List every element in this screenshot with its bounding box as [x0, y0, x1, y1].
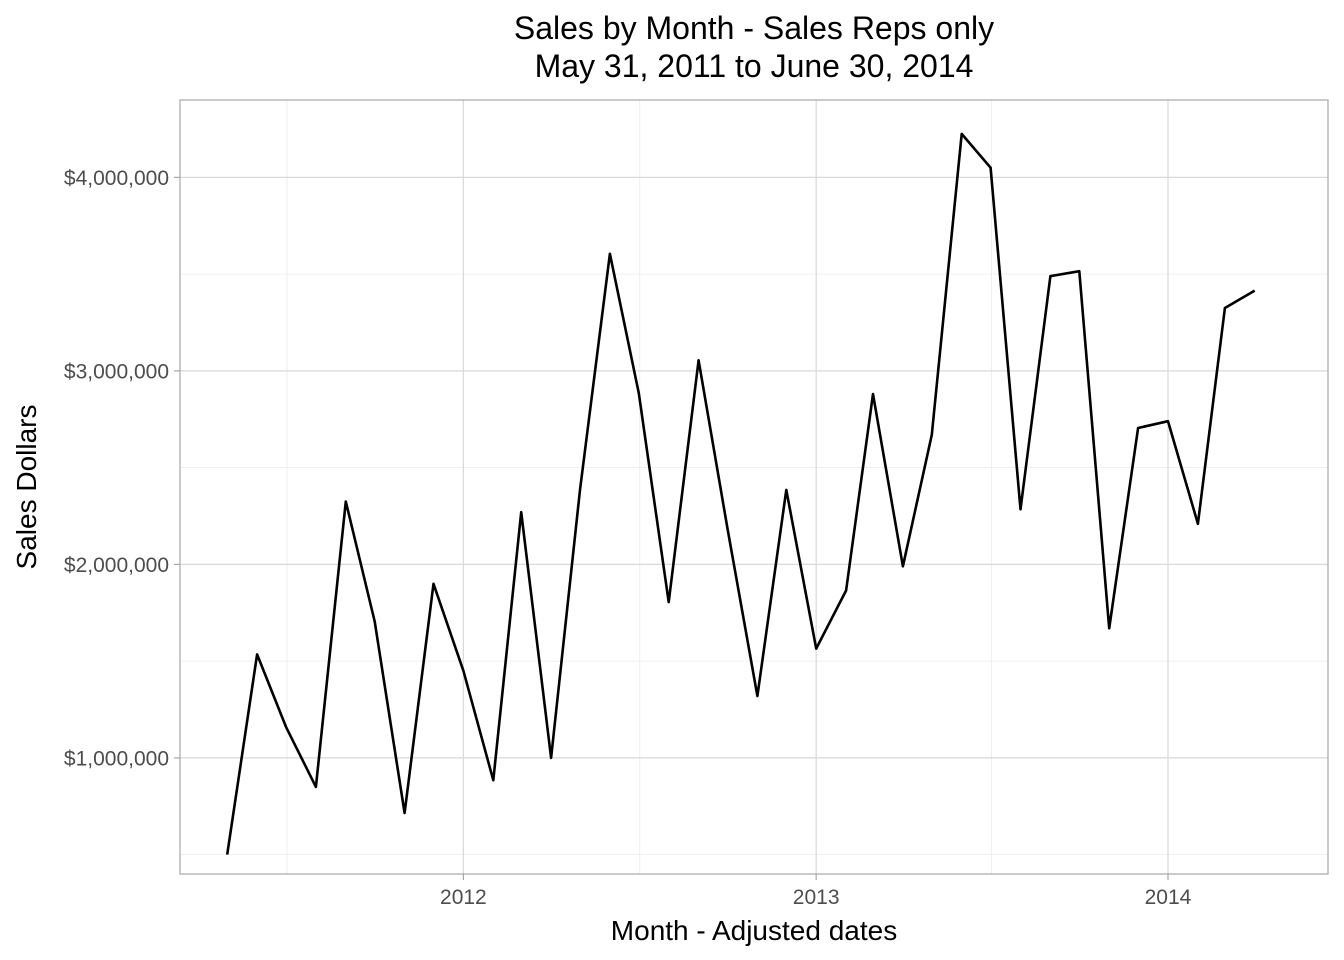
x-axis-title: Month - Adjusted dates	[611, 915, 897, 946]
chart-title: Sales by Month - Sales Reps only	[514, 10, 994, 46]
y-tick-label: $4,000,000	[64, 167, 169, 190]
plot-panel-border	[179, 99, 1329, 875]
x-tick-label: 2013	[793, 886, 840, 909]
y-axis-title: Sales Dollars	[11, 405, 42, 570]
y-tick-label: $3,000,000	[64, 360, 169, 383]
chart-subtitle: May 31, 2011 to June 30, 2014	[535, 48, 974, 84]
sales-series-line	[225, 132, 1256, 855]
axis-ticks: $1,000,000 $2,000,000 $3,000,000 $4,000,000…	[64, 167, 1192, 909]
x-tick-label: 2012	[440, 886, 487, 909]
series-layer	[225, 132, 1256, 855]
x-tick-label: 2014	[1145, 886, 1192, 909]
grid-lines	[180, 100, 1328, 874]
y-tick-label: $1,000,000	[64, 747, 169, 770]
y-tick-label: $2,000,000	[64, 554, 169, 577]
